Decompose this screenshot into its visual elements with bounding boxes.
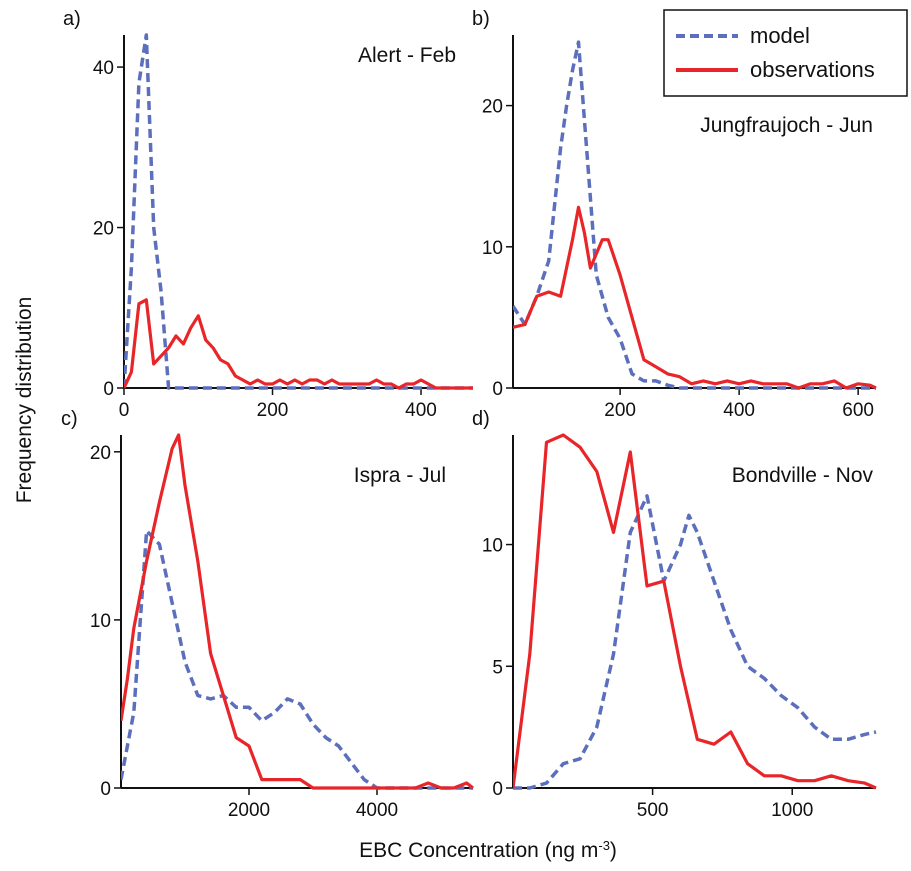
panel-b-x-tick-label: 200 bbox=[604, 400, 636, 421]
panel-a-series-observations bbox=[124, 298, 473, 390]
panel-c: 0 10 20 2000 4000 c) Ispra - Jul bbox=[61, 408, 474, 821]
x-axis-label: EBC Concentration (ng m-3) bbox=[359, 838, 617, 863]
panel-b-y-tick-label: 20 bbox=[482, 97, 503, 118]
panel-d-y-tick-label: 0 bbox=[492, 779, 503, 800]
panel-c-x-tick-label: 2000 bbox=[228, 800, 270, 821]
panel-d-y-tick-label: 5 bbox=[492, 657, 503, 678]
panel-b-x-tick-label: 400 bbox=[723, 400, 755, 421]
panel-b-series-model bbox=[513, 40, 876, 390]
legend-box bbox=[663, 9, 908, 97]
panel-b: 0 10 20 200 400 600 b) Jungfraujoch - Jun bbox=[472, 8, 877, 421]
panel-c-x-tick-label: 4000 bbox=[356, 800, 398, 821]
panel-b-series-observations bbox=[513, 205, 877, 390]
panel-c-label: c) bbox=[61, 408, 78, 430]
legend-observations-label: observations bbox=[750, 57, 875, 82]
panel-b-x-tick-label: 600 bbox=[842, 400, 874, 421]
panel-a-y-tick-label: 20 bbox=[93, 219, 114, 240]
panel-c-series-model bbox=[121, 529, 473, 790]
panel-a-y-tick-label: 0 bbox=[103, 379, 114, 400]
panel-c-y-tick-label: 0 bbox=[100, 779, 111, 800]
x-axis-label-close: ) bbox=[610, 839, 617, 862]
panel-a-series-model bbox=[124, 33, 473, 390]
panel-d-series-model bbox=[513, 494, 877, 790]
y-axis-label: Frequency distribution bbox=[13, 297, 36, 504]
panel-b-y-tick-label: 0 bbox=[492, 379, 503, 400]
panel-d-series-observations bbox=[513, 433, 877, 790]
panel-d-label: d) bbox=[472, 408, 490, 430]
panel-d-y-tick-label: 10 bbox=[482, 536, 503, 557]
panel-a-x-tick-label: 200 bbox=[257, 400, 289, 421]
panel-a-title: Alert - Feb bbox=[358, 44, 456, 67]
x-axis-label-main: EBC Concentration (ng m bbox=[359, 839, 598, 862]
x-axis-label-superscript: -3 bbox=[598, 838, 610, 853]
panel-a-label: a) bbox=[63, 8, 81, 30]
legend-model-label: model bbox=[750, 23, 810, 48]
panel-d-title: Bondville - Nov bbox=[732, 464, 874, 487]
panel-a-x-tick-label: 400 bbox=[405, 400, 437, 421]
panel-c-y-tick-label: 20 bbox=[90, 443, 111, 464]
panel-a-x-tick-label: 0 bbox=[119, 400, 130, 421]
panel-d: 0 5 10 500 1000 d) Bondville - Nov bbox=[472, 408, 877, 821]
panel-c-series-observations bbox=[121, 433, 474, 790]
panel-b-y-tick-label: 10 bbox=[482, 238, 503, 259]
panel-c-y-tick-label: 10 bbox=[90, 611, 111, 632]
panel-d-x-tick-label: 1000 bbox=[771, 800, 813, 821]
panel-c-title: Ispra - Jul bbox=[354, 464, 446, 487]
panel-a-y-tick-label: 40 bbox=[93, 58, 114, 79]
legend: model observations bbox=[663, 9, 908, 97]
panel-b-label: b) bbox=[472, 8, 490, 30]
panel-d-x-tick-label: 500 bbox=[637, 800, 669, 821]
panel-b-title: Jungfraujoch - Jun bbox=[700, 114, 873, 137]
